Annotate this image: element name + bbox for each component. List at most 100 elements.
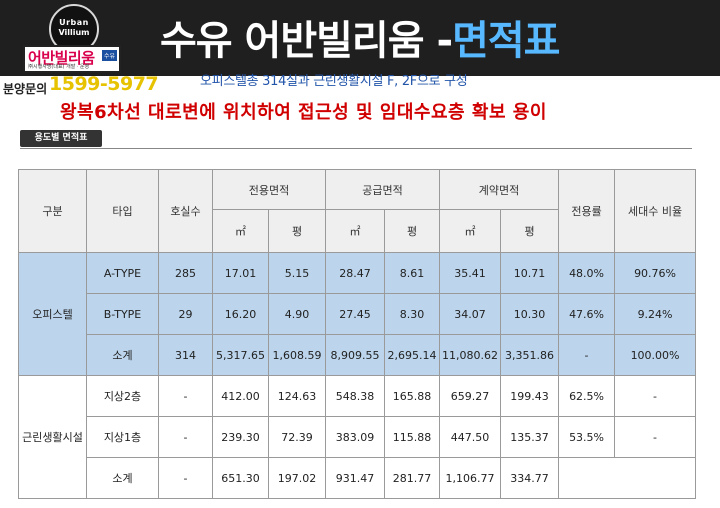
- cell-units: -: [158, 375, 213, 417]
- cell-supply-pyeong: 115.88: [384, 416, 441, 458]
- brand-logo-box: 어반빌리움 수유 ㈜시행사명(대표) 개발ㆍ운영: [23, 45, 121, 73]
- cell-type: A-TYPE: [86, 252, 159, 294]
- cell-supply-sqm: 27.45: [325, 293, 386, 335]
- header-pyeong: 평: [384, 209, 441, 253]
- cell-supply-sqm: 383.09: [325, 416, 386, 458]
- cell-contract-sqm: 659.27: [439, 375, 502, 417]
- cell-supply-sqm: 548.38: [325, 375, 386, 417]
- cell-exclusive-sqm: 412.00: [212, 375, 269, 417]
- area-table: 구분 타입 호실수 전용면적 공급면적 계약면적 전용률 세대수 비율 ㎡ 평 …: [18, 169, 697, 499]
- section-divider: [20, 148, 692, 149]
- header-household-ratio: 세대수 비율: [614, 169, 697, 253]
- cell-units: -: [158, 457, 213, 499]
- cell-exclusive-pyeong: 1,608.59: [267, 334, 327, 376]
- cell-units: 29: [158, 293, 213, 335]
- cell-exclusive-ratio: 53.5%: [558, 416, 616, 458]
- header-supply-area: 공급면적: [325, 169, 441, 210]
- page-title-main: 수유 어반빌리움 -: [160, 18, 453, 64]
- header-type: 타입: [86, 169, 159, 253]
- cell-type: B-TYPE: [86, 293, 159, 335]
- cell-exclusive-sqm: 651.30: [212, 457, 269, 499]
- header-pyeong: 평: [500, 209, 560, 253]
- cell-supply-pyeong: 165.88: [384, 375, 441, 417]
- cell-supply-sqm: 28.47: [325, 252, 386, 294]
- table-row: 지상1층 - 239.30 72.39 383.09 115.88 447.50…: [19, 416, 697, 458]
- cell-contract-sqm: 1,106.77: [439, 457, 502, 499]
- cell-contract-sqm: 11,080.62: [439, 334, 502, 376]
- cell-contract-pyeong: 10.30: [500, 293, 560, 335]
- table-row: B-TYPE 29 16.20 4.90 27.45 8.30 34.07 10…: [19, 293, 697, 335]
- cell-supply-pyeong: 8.30: [384, 293, 441, 335]
- cell-contract-pyeong: 199.43: [500, 375, 560, 417]
- table-row: 오피스텔 A-TYPE 285 17.01 5.15 28.47 8.61 35…: [18, 252, 697, 376]
- cell-household-ratio: 100.00%: [614, 334, 697, 376]
- table-subheader-row: ㎡ 평 ㎡ 평 ㎡ 평: [19, 209, 696, 253]
- contact-label: 분양문의: [3, 82, 48, 96]
- header-sqm: ㎡: [212, 209, 269, 253]
- cell-contract-pyeong: 10.71: [500, 252, 560, 294]
- cell-exclusive-ratio: 47.6%: [558, 293, 616, 335]
- header-exclusive-ratio: 전용률: [558, 169, 616, 253]
- cell-exclusive-pyeong: 4.90: [267, 293, 327, 335]
- cell-exclusive-pyeong: 5.15: [267, 252, 327, 294]
- cell-household-ratio: 90.76%: [614, 252, 697, 294]
- table-row: 근린생활시설 지상2층 - 412.00 124.63 548.38 165.8…: [18, 375, 697, 499]
- cell-exclusive-sqm: 16.20: [212, 293, 269, 335]
- cell-empty: [558, 457, 697, 499]
- header-division: 구분: [18, 169, 87, 253]
- cell-type: 소계: [86, 334, 159, 376]
- table-row: 소계 314 5,317.65 1,608.59 8,909.55 2,695.…: [19, 334, 697, 376]
- cell-exclusive-ratio: 48.0%: [558, 252, 616, 294]
- cell-contract-pyeong: 334.77: [500, 457, 560, 499]
- group-label-retail: 근린생활시설: [18, 375, 87, 499]
- contact-phone[interactable]: 1599-5977: [49, 73, 159, 95]
- table-row: 소계 - 651.30 197.02 931.47 281.77 1,106.7…: [19, 457, 697, 499]
- section-label: 용도별 면적표: [20, 130, 102, 147]
- cell-exclusive-pyeong: 197.02: [267, 457, 327, 499]
- cell-type: 소계: [86, 457, 159, 499]
- brand-company: ㈜시행사명(대표) 개발ㆍ운영: [28, 64, 90, 70]
- brand-location-tag: 수유: [101, 50, 117, 61]
- cell-household-ratio: -: [614, 416, 697, 458]
- cell-household-ratio: 9.24%: [614, 293, 697, 335]
- header-banner: Urban Villium 어반빌리움 수유 ㈜시행사명(대표) 개발ㆍ운영 수…: [0, 0, 720, 76]
- header-contract-area: 계약면적: [439, 169, 560, 210]
- cell-type: 지상1층: [86, 416, 159, 458]
- cell-type: 지상2층: [86, 375, 159, 417]
- cell-contract-sqm: 34.07: [439, 293, 502, 335]
- cell-exclusive-sqm: 17.01: [212, 252, 269, 294]
- header-pyeong: 평: [267, 209, 327, 253]
- cell-contract-sqm: 447.50: [439, 416, 502, 458]
- cell-supply-pyeong: 2,695.14: [384, 334, 441, 376]
- cell-supply-pyeong: 281.77: [384, 457, 441, 499]
- cell-supply-pyeong: 8.61: [384, 252, 441, 294]
- cell-exclusive-pyeong: 72.39: [267, 416, 327, 458]
- page-title: 수유 어반빌리움 -면적표: [160, 8, 560, 66]
- brand-name: 어반빌리움: [28, 49, 95, 67]
- cell-exclusive-sqm: 239.30: [212, 416, 269, 458]
- cell-contract-sqm: 35.41: [439, 252, 502, 294]
- header-units: 호실수: [158, 169, 213, 253]
- cell-units: 314: [158, 334, 213, 376]
- cell-exclusive-ratio: 62.5%: [558, 375, 616, 417]
- page-title-accent: 면적표: [452, 18, 560, 64]
- group-label-officetel: 오피스텔: [18, 252, 87, 376]
- header-exclusive-area: 전용면적: [211, 169, 327, 210]
- cell-supply-sqm: 931.47: [325, 457, 386, 499]
- cell-contract-pyeong: 135.37: [500, 416, 560, 458]
- cell-exclusive-sqm: 5,317.65: [212, 334, 269, 376]
- table-header-row: 구분 타입 호실수 전용면적 공급면적 계약면적 전용률 세대수 비율: [18, 169, 697, 253]
- cell-contract-pyeong: 3,351.86: [500, 334, 560, 376]
- logo-text-line2: Villium: [58, 28, 90, 37]
- cell-units: -: [158, 416, 213, 458]
- cell-household-ratio: -: [614, 375, 697, 417]
- headline: 왕복6차선 대로변에 위치하여 접근성 및 임대수요층 확보 용이: [60, 102, 547, 123]
- cell-exclusive-pyeong: 124.63: [267, 375, 327, 417]
- project-summary: 오피스텔총 314실과 근린생활시설 F, 2F으로 구성: [200, 74, 468, 89]
- cell-units: 285: [158, 252, 213, 294]
- logo-text-line1: Urban: [59, 18, 89, 27]
- cell-exclusive-ratio: -: [558, 334, 616, 376]
- header-sqm: ㎡: [325, 209, 386, 253]
- cell-supply-sqm: 8,909.55: [325, 334, 386, 376]
- header-sqm: ㎡: [439, 209, 502, 253]
